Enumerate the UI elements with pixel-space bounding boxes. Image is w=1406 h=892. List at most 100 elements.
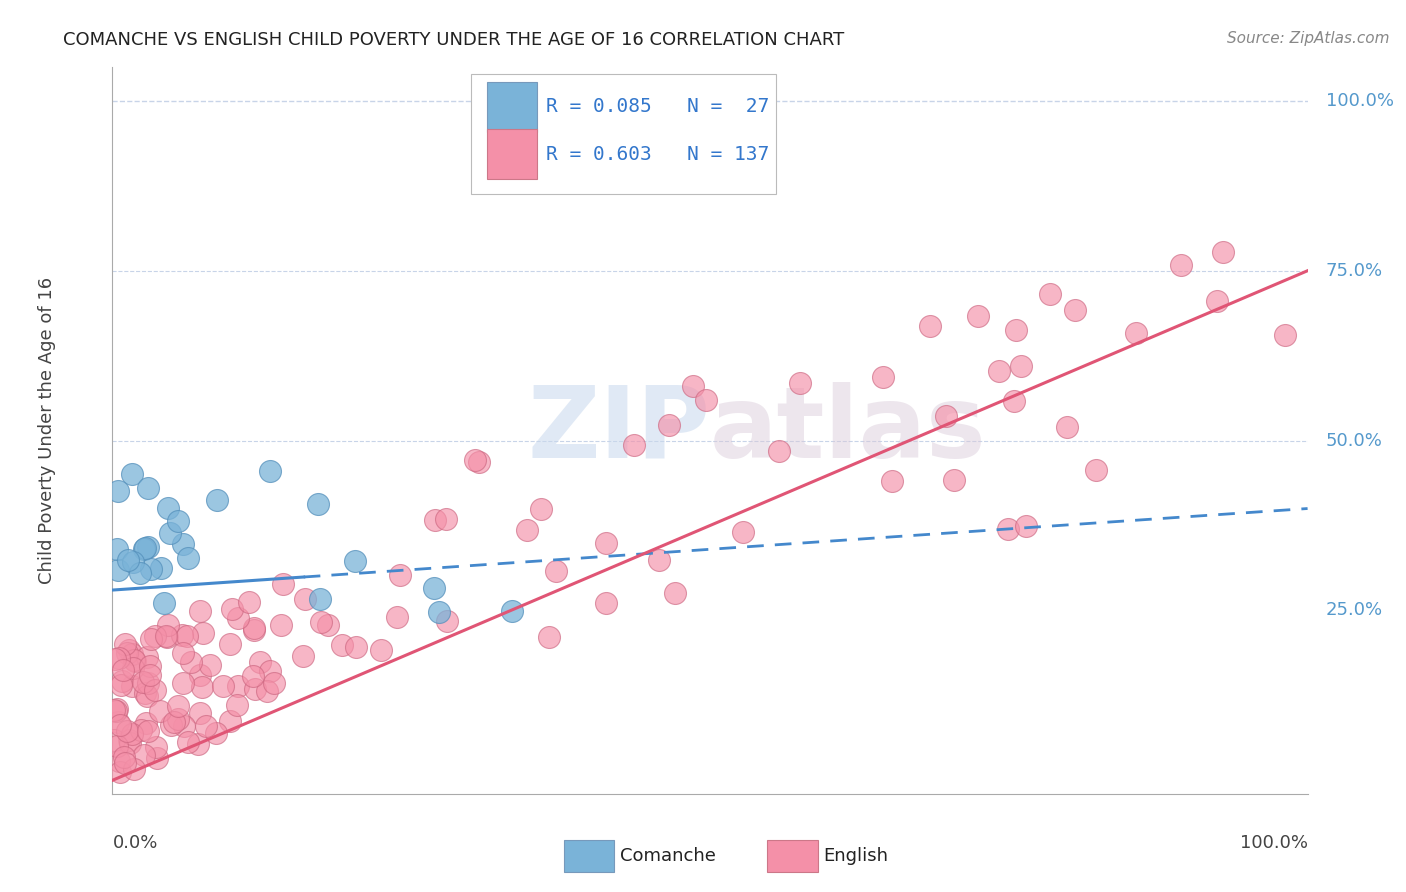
Point <box>107 484 129 499</box>
FancyBboxPatch shape <box>471 74 776 194</box>
Point <box>423 513 446 527</box>
Point <box>389 568 412 582</box>
Point <box>172 537 194 551</box>
Point <box>194 719 217 733</box>
Point <box>136 689 159 703</box>
Point <box>110 678 132 692</box>
Point <box>107 563 129 577</box>
Point <box>107 651 129 665</box>
Point <box>259 464 281 478</box>
Text: 25.0%: 25.0% <box>1326 601 1382 619</box>
Point <box>1064 303 1087 318</box>
Point <box>464 453 486 467</box>
Point <box>166 712 188 726</box>
Point <box>111 673 134 688</box>
Point <box>530 502 553 516</box>
Point <box>105 739 128 754</box>
Text: Source: ZipAtlas.com: Source: ZipAtlas.com <box>1226 31 1389 46</box>
Point <box>733 524 755 539</box>
Text: COMANCHE VS ENGLISH CHILD POVERTY UNDER THE AGE OF 16 CORRELATION CHART: COMANCHE VS ENGLISH CHILD POVERTY UNDER … <box>63 31 845 49</box>
Point <box>172 676 194 690</box>
Point <box>226 698 249 713</box>
Point <box>176 629 198 643</box>
Point <box>872 369 894 384</box>
Point <box>105 702 128 716</box>
Point <box>238 595 260 609</box>
Point <box>103 703 125 717</box>
Point <box>219 714 242 729</box>
Point <box>1039 287 1062 301</box>
Point <box>166 514 188 528</box>
Text: 100.0%: 100.0% <box>1326 92 1393 110</box>
Point <box>1170 258 1192 272</box>
Point <box>467 455 489 469</box>
Point <box>316 618 339 632</box>
Point <box>1084 463 1107 477</box>
Point <box>218 637 240 651</box>
Text: atlas: atlas <box>710 382 987 479</box>
Point <box>205 725 228 739</box>
Point <box>145 740 167 755</box>
Point <box>114 756 136 770</box>
Point <box>115 646 138 660</box>
Point <box>191 680 214 694</box>
Point <box>177 550 200 565</box>
Point <box>138 540 160 554</box>
Point <box>121 727 143 741</box>
Point <box>1005 322 1028 336</box>
Point <box>1206 294 1229 309</box>
Point <box>170 628 193 642</box>
Point <box>108 755 131 769</box>
Point <box>768 444 790 458</box>
Point <box>226 611 249 625</box>
Point <box>191 626 214 640</box>
Point <box>967 309 990 323</box>
Point <box>188 603 211 617</box>
Point <box>112 663 135 677</box>
Point <box>132 747 155 762</box>
Point <box>695 393 717 408</box>
Point <box>309 615 332 630</box>
Point <box>263 676 285 690</box>
Text: English: English <box>824 847 889 864</box>
Point <box>122 556 145 570</box>
Point <box>1274 328 1296 343</box>
Point <box>1010 359 1032 373</box>
Point <box>118 732 141 747</box>
Text: R = 0.085   N =  27: R = 0.085 N = 27 <box>547 97 769 116</box>
FancyBboxPatch shape <box>486 82 537 132</box>
Point <box>243 623 266 637</box>
Point <box>139 668 162 682</box>
Point <box>294 591 316 606</box>
Point <box>177 735 200 749</box>
Point <box>1056 420 1078 434</box>
Point <box>143 628 166 642</box>
Point <box>134 541 156 555</box>
FancyBboxPatch shape <box>768 839 818 871</box>
Point <box>270 617 292 632</box>
Point <box>146 750 169 764</box>
Point <box>228 679 250 693</box>
Point <box>121 679 143 693</box>
Point <box>104 651 127 665</box>
Point <box>121 467 143 481</box>
Point <box>159 718 181 732</box>
Point <box>423 581 446 595</box>
Point <box>134 686 156 700</box>
Point <box>166 699 188 714</box>
Point <box>682 378 704 392</box>
Point <box>211 679 233 693</box>
Point <box>330 638 353 652</box>
Point <box>105 541 128 556</box>
Point <box>155 630 177 644</box>
Point <box>221 602 243 616</box>
Point <box>538 631 561 645</box>
Point <box>343 554 366 568</box>
Point <box>658 418 681 433</box>
Point <box>132 674 155 689</box>
Point <box>595 536 617 550</box>
Point <box>205 492 228 507</box>
Point <box>128 566 150 580</box>
Text: Child Poverty Under the Age of 16: Child Poverty Under the Age of 16 <box>38 277 56 584</box>
Point <box>256 684 278 698</box>
